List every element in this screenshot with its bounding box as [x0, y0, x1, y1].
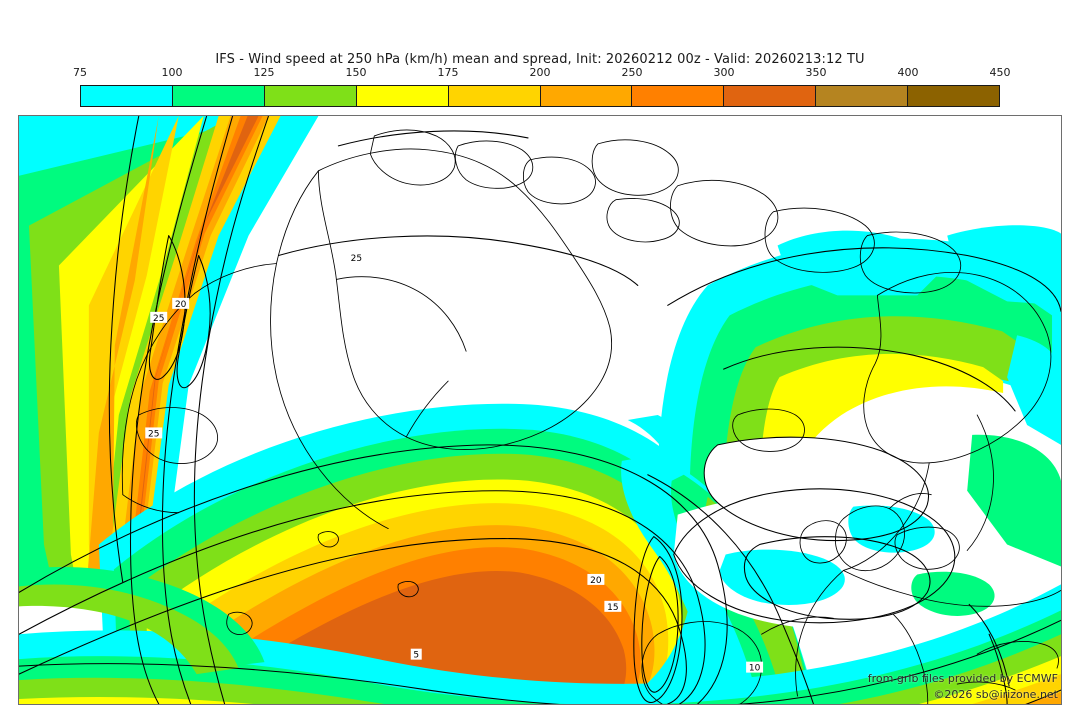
contour-label: 20 [172, 297, 190, 310]
attribution-copyright: ©2026 sb@irizone.net [933, 688, 1058, 701]
colorbar-tick-labels: 75 100 125 150 175 200 250 300 350 400 450 [0, 66, 1080, 82]
colorbar-tick: 175 [437, 66, 459, 79]
attribution-source: from grib files provided by ECMWF [867, 672, 1058, 685]
colorbar-segment [724, 86, 817, 106]
contour-labels: 20252525201551015558 [145, 252, 764, 674]
colorbar-segment [540, 86, 633, 106]
svg-text:5: 5 [413, 651, 419, 661]
contour-label: 25 [150, 311, 168, 324]
svg-text:10: 10 [749, 664, 761, 674]
map-canvas[interactable]: 20252525201551015558 [18, 115, 1062, 705]
colorbar-segment [816, 86, 909, 106]
contour-label: 25 [145, 427, 163, 439]
colorbar-tick: 75 [73, 66, 87, 79]
colorbar-tick: 150 [345, 66, 367, 79]
colorbar-tick: 125 [253, 66, 275, 79]
contour-label: 5 [410, 648, 422, 661]
colorbar: 75 100 125 150 175 200 250 300 350 400 450 [0, 66, 1080, 112]
colorbar-tick: 350 [805, 66, 827, 79]
svg-text:25: 25 [148, 429, 159, 439]
contour-label: 25 [347, 252, 365, 264]
svg-text:15: 15 [607, 603, 618, 613]
svg-text:20: 20 [175, 300, 187, 310]
map-plot: 20252525201551015558 [19, 116, 1061, 704]
colorbar-tick: 200 [529, 66, 551, 79]
colorbar-tick: 250 [621, 66, 643, 79]
colorbar-tick: 300 [713, 66, 735, 79]
svg-text:25: 25 [153, 314, 164, 324]
colorbar-segment [356, 86, 449, 106]
page-title: IFS - Wind speed at 250 hPa (km/h) mean … [215, 52, 865, 67]
colorbar-tick: 450 [989, 66, 1011, 79]
colorbar-segment [908, 86, 1000, 106]
svg-text:25: 25 [351, 254, 362, 264]
colorbar-swatches [80, 85, 1000, 107]
contour-label: 20 [587, 573, 605, 586]
colorbar-segment [81, 86, 173, 106]
colorbar-segment [172, 86, 265, 106]
svg-text:20: 20 [590, 576, 602, 586]
contour-label: 15 [604, 600, 622, 613]
colorbar-segment [264, 86, 357, 106]
colorbar-tick: 400 [897, 66, 919, 79]
colorbar-segment [632, 86, 725, 106]
contour-label: 10 [746, 661, 764, 674]
colorbar-tick: 100 [161, 66, 183, 79]
colorbar-segment [448, 86, 541, 106]
